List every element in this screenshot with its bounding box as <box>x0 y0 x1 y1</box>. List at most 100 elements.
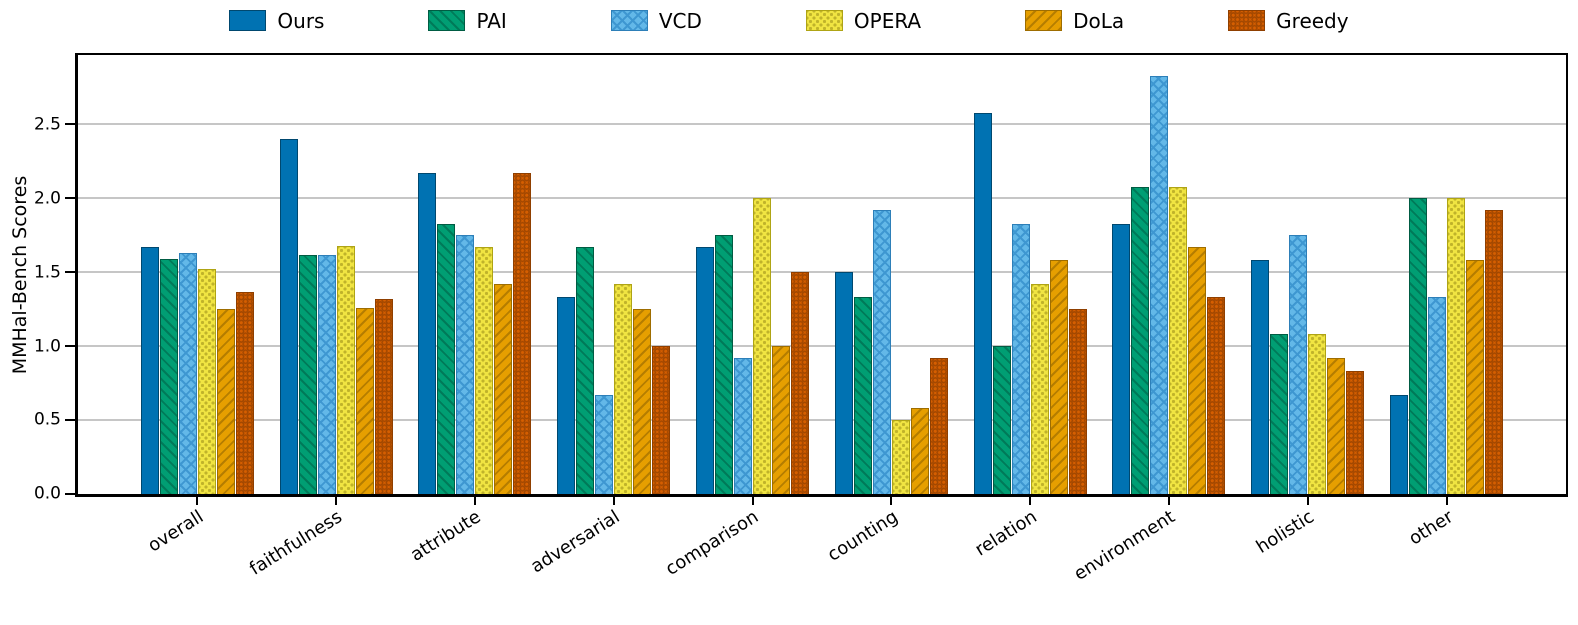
y-tick-label: 1.5 <box>33 261 61 282</box>
x-axis-label-relation: relation <box>970 506 1041 561</box>
bar-vcd-faithfulness <box>317 254 336 494</box>
bar-group-attribute: attribute <box>406 55 545 566</box>
y-tick-mark <box>65 493 75 495</box>
bar-dola-other <box>1466 260 1485 494</box>
y-tick-mark <box>65 197 75 200</box>
gridline-y-2.5 <box>78 123 1566 126</box>
bar-ours-attribute <box>418 173 437 494</box>
bar-ours-holistic <box>1251 260 1270 494</box>
plot-area: 0.0 0.5 1.0 1.5 2.0 2.5 overall faithfulness att… <box>34 53 1568 585</box>
y-tick-mark <box>65 271 75 274</box>
bar-dola-environment <box>1188 247 1207 494</box>
x-axis-label-faithfulness: faithfulness <box>246 506 347 580</box>
bar-greedy-attribute <box>513 173 532 494</box>
bar-greedy-holistic <box>1346 371 1365 494</box>
x-axis-label-environment: environment <box>1070 506 1180 585</box>
y-tick-mark <box>65 123 75 126</box>
bar-ours-comparison <box>696 247 715 494</box>
bar-vcd-other <box>1428 297 1447 494</box>
bar-group-other: other <box>1377 55 1516 550</box>
bar-ours-overall <box>140 247 159 494</box>
x-axis-label-comparison: comparison <box>662 506 763 580</box>
bar-pai-holistic <box>1270 334 1289 494</box>
legend-label: VCD <box>658 8 702 33</box>
bar-ours-other <box>1390 394 1409 494</box>
bar-group-adversarial: adversarial <box>528 55 683 577</box>
legend-swatch-dola <box>1025 10 1063 31</box>
gridline-y-1.0 <box>78 345 1566 348</box>
bar-opera-environment <box>1169 186 1188 494</box>
gridline-y-0.5 <box>78 419 1566 422</box>
y-tick-mark <box>65 419 75 422</box>
bar-dola-attribute <box>494 284 513 494</box>
bar-opera-adversarial <box>614 284 633 494</box>
y-tick-label: 0.5 <box>33 409 61 430</box>
bar-ours-counting <box>834 272 853 494</box>
y-tick-label: 2.5 <box>33 114 61 135</box>
bar-ours-relation <box>973 112 992 494</box>
bar-greedy-adversarial <box>652 346 671 494</box>
bar-greedy-environment <box>1207 297 1226 494</box>
gridline-y-2.0 <box>78 197 1566 200</box>
legend-item-opera: OPERA <box>805 8 922 33</box>
x-axis-label-attribute: attribute <box>407 506 486 566</box>
bar-vcd-adversarial <box>595 394 614 494</box>
bar-ours-adversarial <box>557 297 576 494</box>
bar-pai-environment <box>1131 186 1150 494</box>
bar-opera-faithfulness <box>336 245 355 494</box>
bar-opera-overall <box>197 269 216 494</box>
legend-item-pai: PAI <box>428 8 507 33</box>
legend-swatch-vcd <box>610 10 648 31</box>
x-tick-mark <box>1029 497 1032 505</box>
chart-legend: Ours PAI VCD OPERA DoLa Greedy <box>0 10 1578 31</box>
x-tick-mark <box>473 497 476 505</box>
x-tick-mark <box>1445 497 1448 505</box>
bar-dola-holistic <box>1327 358 1346 494</box>
bar-group-counting: counting <box>822 55 961 566</box>
bar-dola-adversarial <box>633 309 652 494</box>
y-tick-label: 1.0 <box>33 335 61 356</box>
legend-item-ours: Ours <box>229 10 324 31</box>
bar-vcd-environment <box>1150 75 1169 494</box>
bar-groups: overall faithfulness attribute adversarial c… <box>78 55 1566 585</box>
x-tick-mark <box>751 497 754 505</box>
x-tick-mark <box>335 497 338 505</box>
legend-swatch-ours <box>229 10 267 31</box>
x-axis-label-other: other <box>1404 506 1457 550</box>
bar-greedy-comparison <box>791 272 810 494</box>
bar-opera-counting <box>891 420 910 494</box>
legend-item-vcd: VCD <box>610 8 702 33</box>
bar-vcd-comparison <box>734 358 753 494</box>
bar-dola-overall <box>216 309 235 494</box>
bar-pai-counting <box>853 297 872 494</box>
legend-item-greedy: Greedy <box>1228 10 1349 31</box>
legend-label: PAI <box>476 8 507 33</box>
legend-label: OPERA <box>853 8 922 33</box>
y-tick-mark <box>65 345 75 348</box>
bar-dola-comparison <box>772 346 791 494</box>
bar-greedy-overall <box>235 291 254 494</box>
bar-greedy-other <box>1485 210 1504 494</box>
x-axis-label-adversarial: adversarial <box>527 506 624 578</box>
bar-ours-faithfulness <box>279 139 298 494</box>
legend-label: Ours <box>277 8 325 33</box>
legend-label: DoLa <box>1073 8 1125 33</box>
bar-pai-other <box>1409 198 1428 494</box>
bar-opera-other <box>1447 198 1466 494</box>
x-tick-mark <box>1167 497 1170 505</box>
legend-item-dola: DoLa <box>1025 10 1124 31</box>
bar-opera-comparison <box>753 198 772 494</box>
bar-vcd-attribute <box>456 235 475 494</box>
bar-group-environment: environment <box>1071 55 1239 585</box>
x-axis-label-counting: counting <box>823 506 902 566</box>
y-tick-label: 0.0 <box>33 483 61 504</box>
bar-greedy-relation <box>1068 309 1087 494</box>
bar-pai-comparison <box>715 235 734 494</box>
x-tick-mark <box>612 497 615 505</box>
x-tick-mark <box>196 497 199 505</box>
bar-greedy-counting <box>929 358 948 494</box>
bar-pai-adversarial <box>576 247 595 494</box>
bar-pai-attribute <box>437 223 456 494</box>
bar-dola-faithfulness <box>355 307 374 494</box>
